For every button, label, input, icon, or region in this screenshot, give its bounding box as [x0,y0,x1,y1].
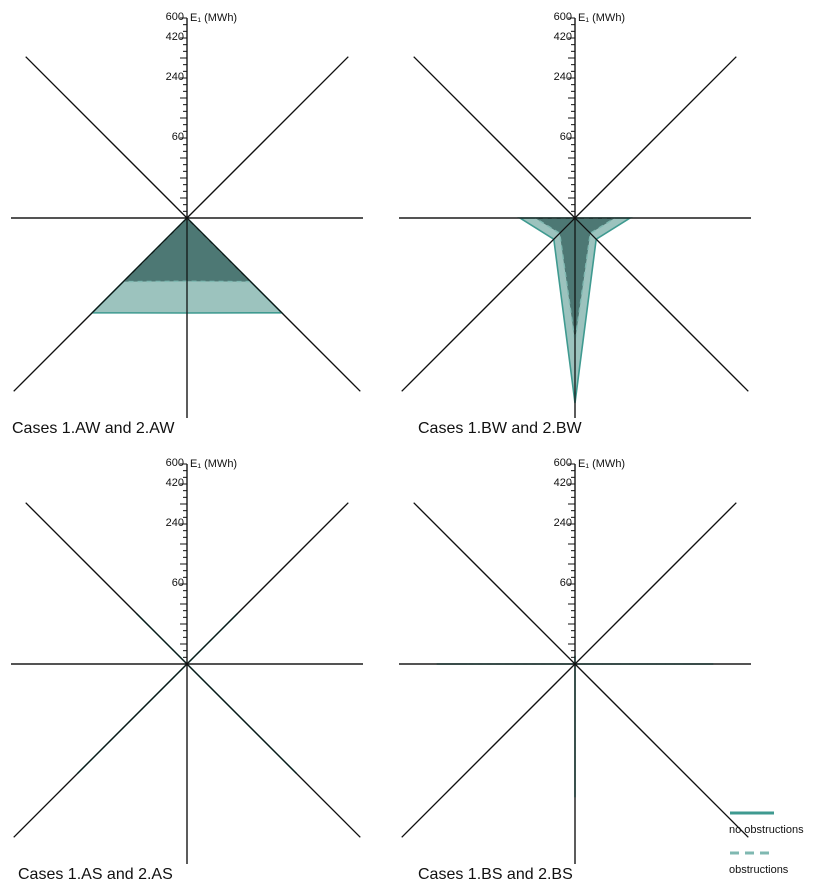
axis-diagonal-2 [401,502,737,838]
caption-bs: Cases 1.BS and 2.BS [418,866,573,883]
tick-label: 240 [166,517,184,529]
legend-label-obstructions: obstructions [729,864,789,876]
tick-label: 420 [554,477,572,489]
radar-panel-3: 600 420 240 60 E₁ (MWh) [399,457,751,864]
tick-marks-3 [568,463,575,665]
tick-label: 420 [166,31,184,43]
axis-unit-label: E₁ (MWh) [578,458,625,470]
caption-as: Cases 1.AS and 2.AS [18,866,173,883]
axis-unit-label: E₁ (MWh) [190,458,237,470]
tick-label: 420 [166,477,184,489]
radar-panel-1: 600 420 240 60 E₁ (MWh) [399,11,751,418]
tick-label: 60 [172,577,184,589]
tick-label: 600 [554,457,572,469]
axis-diagonal-2 [13,56,349,392]
legend-line-no-obstructions [730,811,774,815]
tick-label: 600 [166,457,184,469]
axis-diagonal-1 [25,502,361,838]
tick-marks-0 [180,17,187,219]
caption-aw: Cases 1.AW and 2.AW [12,420,175,437]
radar-panel-2: 600 420 240 60 E₁ (MWh) [11,457,363,864]
tick-label: 420 [554,31,572,43]
axis-unit-label: E₁ (MWh) [578,12,625,24]
axis-unit-label: E₁ (MWh) [190,12,237,24]
tick-label: 60 [560,131,572,143]
axis-diagonal-1 [413,56,749,392]
radar-panel-0: 600 420 240 60 E₁ (MWh) [11,11,363,418]
tick-label: 240 [554,517,572,529]
tick-label: 240 [554,71,572,83]
tick-marks-1 [568,17,575,219]
tick-label: 60 [172,131,184,143]
tick-label: 600 [166,11,184,23]
tick-label: 240 [166,71,184,83]
axis-diagonal-1 [413,502,749,838]
legend-label-no-obstructions: no obstructions [729,824,804,836]
axis-diagonal-2 [13,502,349,838]
legend-line-obstructions [730,851,774,855]
tick-label: 60 [560,577,572,589]
caption-bw: Cases 1.BW and 2.BW [418,420,582,437]
tick-label: 600 [554,11,572,23]
axis-diagonal-1 [25,56,361,392]
axis-diagonal-2 [401,56,737,392]
tick-marks-2 [180,463,187,665]
